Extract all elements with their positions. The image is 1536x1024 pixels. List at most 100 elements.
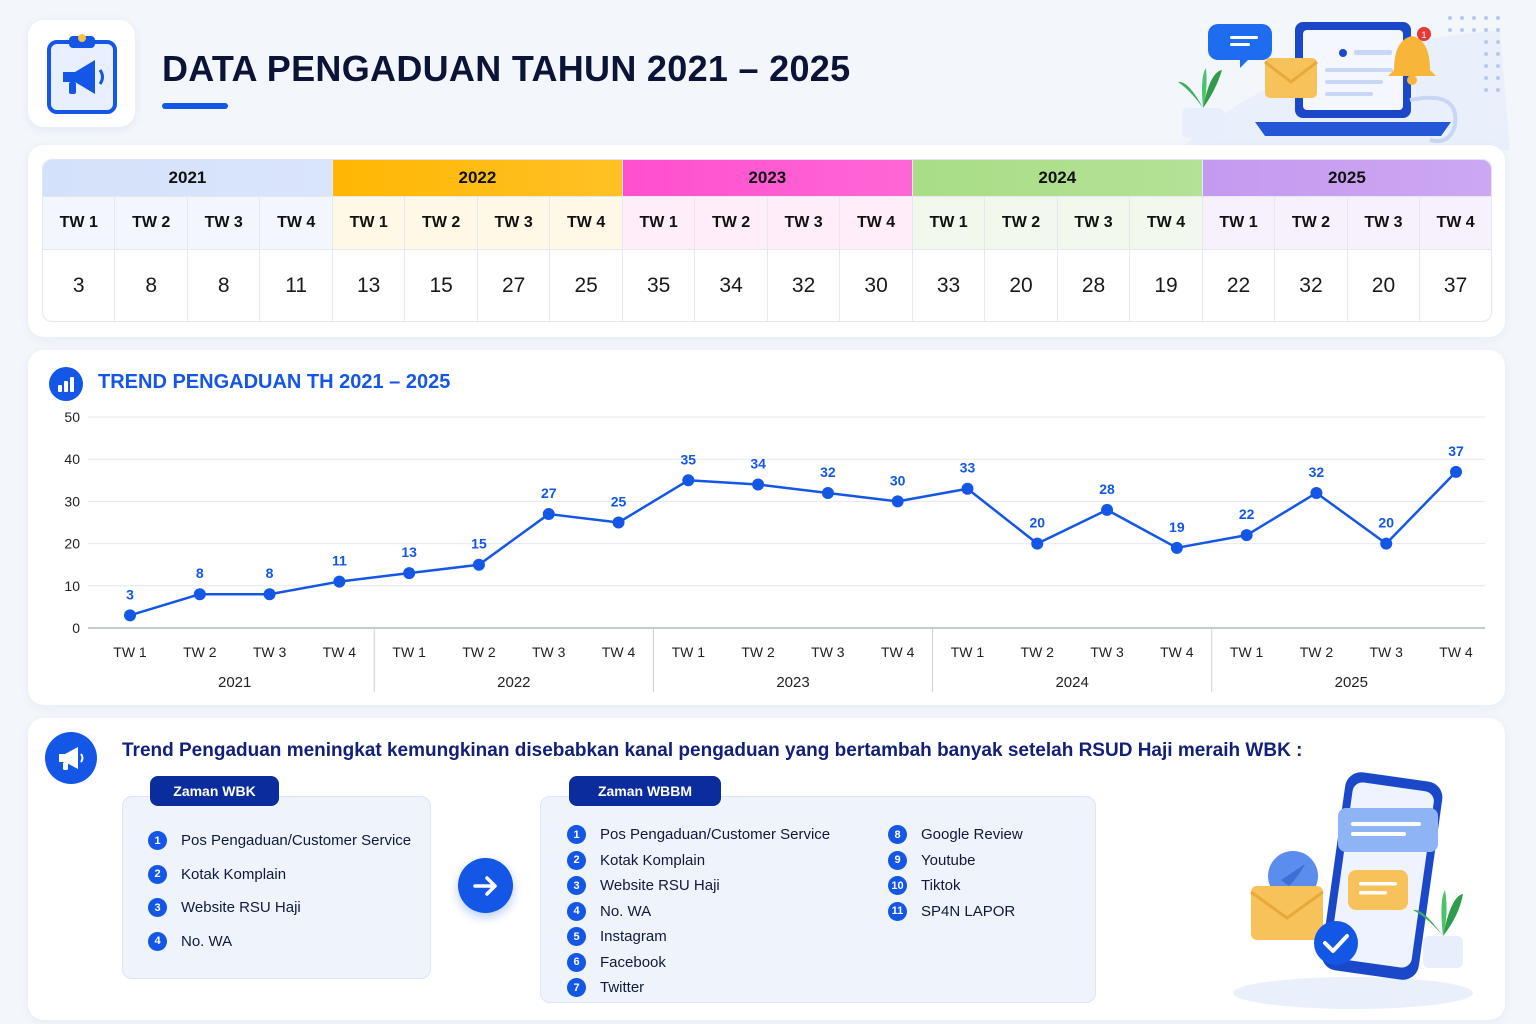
data-label: 30 [890,472,906,488]
channel-label: No. WA [181,932,233,950]
data-point [263,588,276,601]
channel-label: Website RSU Haji [181,899,301,917]
channel-item: 7 Twitter [567,975,830,1001]
data-point [333,575,346,588]
quarter-header: TW 1 [332,196,406,249]
year-header-2021: 2021 [43,160,333,196]
year-group-label: 2023 [776,674,809,691]
data-label: 27 [541,485,557,501]
value-cell: 22 [1202,249,1276,321]
quarter-header: TW 3 [1057,196,1131,249]
data-point [821,486,834,499]
channel-info-card: Trend Pengaduan meningkat kemungkinan di… [28,718,1505,1020]
number-badge: 10 [888,876,907,896]
chat-bubble-icon [1338,808,1438,852]
number-badge: 3 [567,876,586,896]
complaint-data-table: 2021 2022 2023 2024 2025 TW 1 TW 2 TW 3 TW 4 TW … [42,159,1492,322]
arrow-right-icon [458,858,513,913]
channel-item: 8 Google Review [888,822,1023,848]
quarter-header: TW 3 [187,196,261,249]
data-label: 25 [611,494,627,510]
data-label: 22 [1239,506,1255,522]
trend-line [129,470,1457,617]
channel-label: Instagram [600,928,667,946]
number-badge: 7 [567,978,586,998]
data-label: 20 [1378,515,1394,531]
x-tick-label: TW 1 [1230,644,1264,660]
quarter-header: TW 1 [43,196,116,249]
channel-label: Kotak Komplain [181,865,287,883]
value-cell: 35 [622,249,696,321]
number-badge: 2 [148,864,167,884]
data-label: 28 [1099,481,1115,497]
x-tick-label: TW 1 [951,644,985,660]
x-tick-label: TW 3 [811,644,845,660]
year-group-label: 2022 [497,674,530,691]
y-tick-label: 40 [64,451,80,467]
laptop-icon [1255,22,1458,143]
data-point [1380,537,1393,550]
number-badge: 9 [888,850,907,870]
channel-item: 4 No. WA [567,899,830,925]
value-cell: 25 [550,249,623,321]
number-badge: 2 [567,850,586,870]
value-cell: 11 [260,249,333,321]
quarter-header: TW 2 [405,196,478,249]
data-point [682,474,695,487]
data-label: 35 [681,451,697,467]
quarter-header: TW 2 [985,196,1058,249]
channel-item: 1 Pos Pengaduan/Customer Service [567,822,830,848]
quarter-header: TW 3 [1347,196,1421,249]
number-badge: 1 [567,825,586,845]
value-cell: 34 [695,249,768,321]
channel-label: Google Review [921,826,1023,844]
channel-label: Facebook [600,953,666,971]
channel-item: 6 Facebook [567,950,830,976]
y-tick-label: 10 [64,578,80,594]
title-underline [162,103,228,109]
value-cell: 32 [1275,249,1348,321]
quarter-header-row: TW 1 TW 2 TW 3 TW 4 TW 1 TW 2 TW 3 TW 4 TW 1 TW 2… [43,196,1491,249]
quarter-header: TW 4 [1420,196,1491,249]
value-cell: 32 [767,249,841,321]
value-cell: 15 [405,249,478,321]
data-point [1310,486,1323,499]
data-point [752,478,765,491]
value-cell: 28 [1057,249,1131,321]
channel-label: Twitter [600,979,645,997]
y-tick-label: 30 [64,493,80,509]
data-point [1170,541,1183,554]
quarter-header: TW 4 [1130,196,1203,249]
year-group-label: 2024 [1055,674,1088,691]
value-cell: 27 [477,249,551,321]
y-tick-label: 20 [64,536,80,552]
year-header-2025: 2025 [1202,160,1491,196]
channel-item: 9 Youtube [888,848,1023,874]
channel-label: Kotak Komplain [600,851,706,869]
value-row: 3 8 8 11 13 15 27 25 35 34 32 30 33 20 28 19 22 32 20 37 [43,249,1491,321]
wbk-panel [122,796,431,979]
quarter-header: TW 3 [767,196,841,249]
bar-chart-icon [49,367,83,401]
x-tick-label: TW 3 [1369,644,1403,660]
number-badge: 11 [888,901,907,921]
x-tick-label: TW 3 [1090,644,1124,660]
x-tick-label: TW 4 [602,644,636,660]
y-tick-label: 50 [64,409,80,425]
data-label: 32 [1309,464,1325,480]
trend-chart-card: 0 10 20 30 40 50 TW 1 TW 2 TW 3 TW 4 TW 1 TW 2 TW 3 T… [28,350,1505,705]
data-point [961,482,974,495]
data-point [1240,529,1253,542]
message-bubble-icon [1348,870,1408,910]
data-label: 8 [196,565,204,581]
x-tick-label: TW 2 [741,644,775,660]
quarter-header: TW 2 [695,196,768,249]
data-point [1450,465,1462,478]
x-tick-label: TW 2 [1021,644,1055,660]
year-header-2024: 2024 [912,160,1203,196]
value-cell: 20 [1347,249,1421,321]
channel-item: 2 Kotak Komplain [567,848,830,874]
data-label: 32 [820,464,836,480]
x-tick-label: TW 1 [113,644,147,660]
bell-icon: 1 [1388,27,1436,85]
